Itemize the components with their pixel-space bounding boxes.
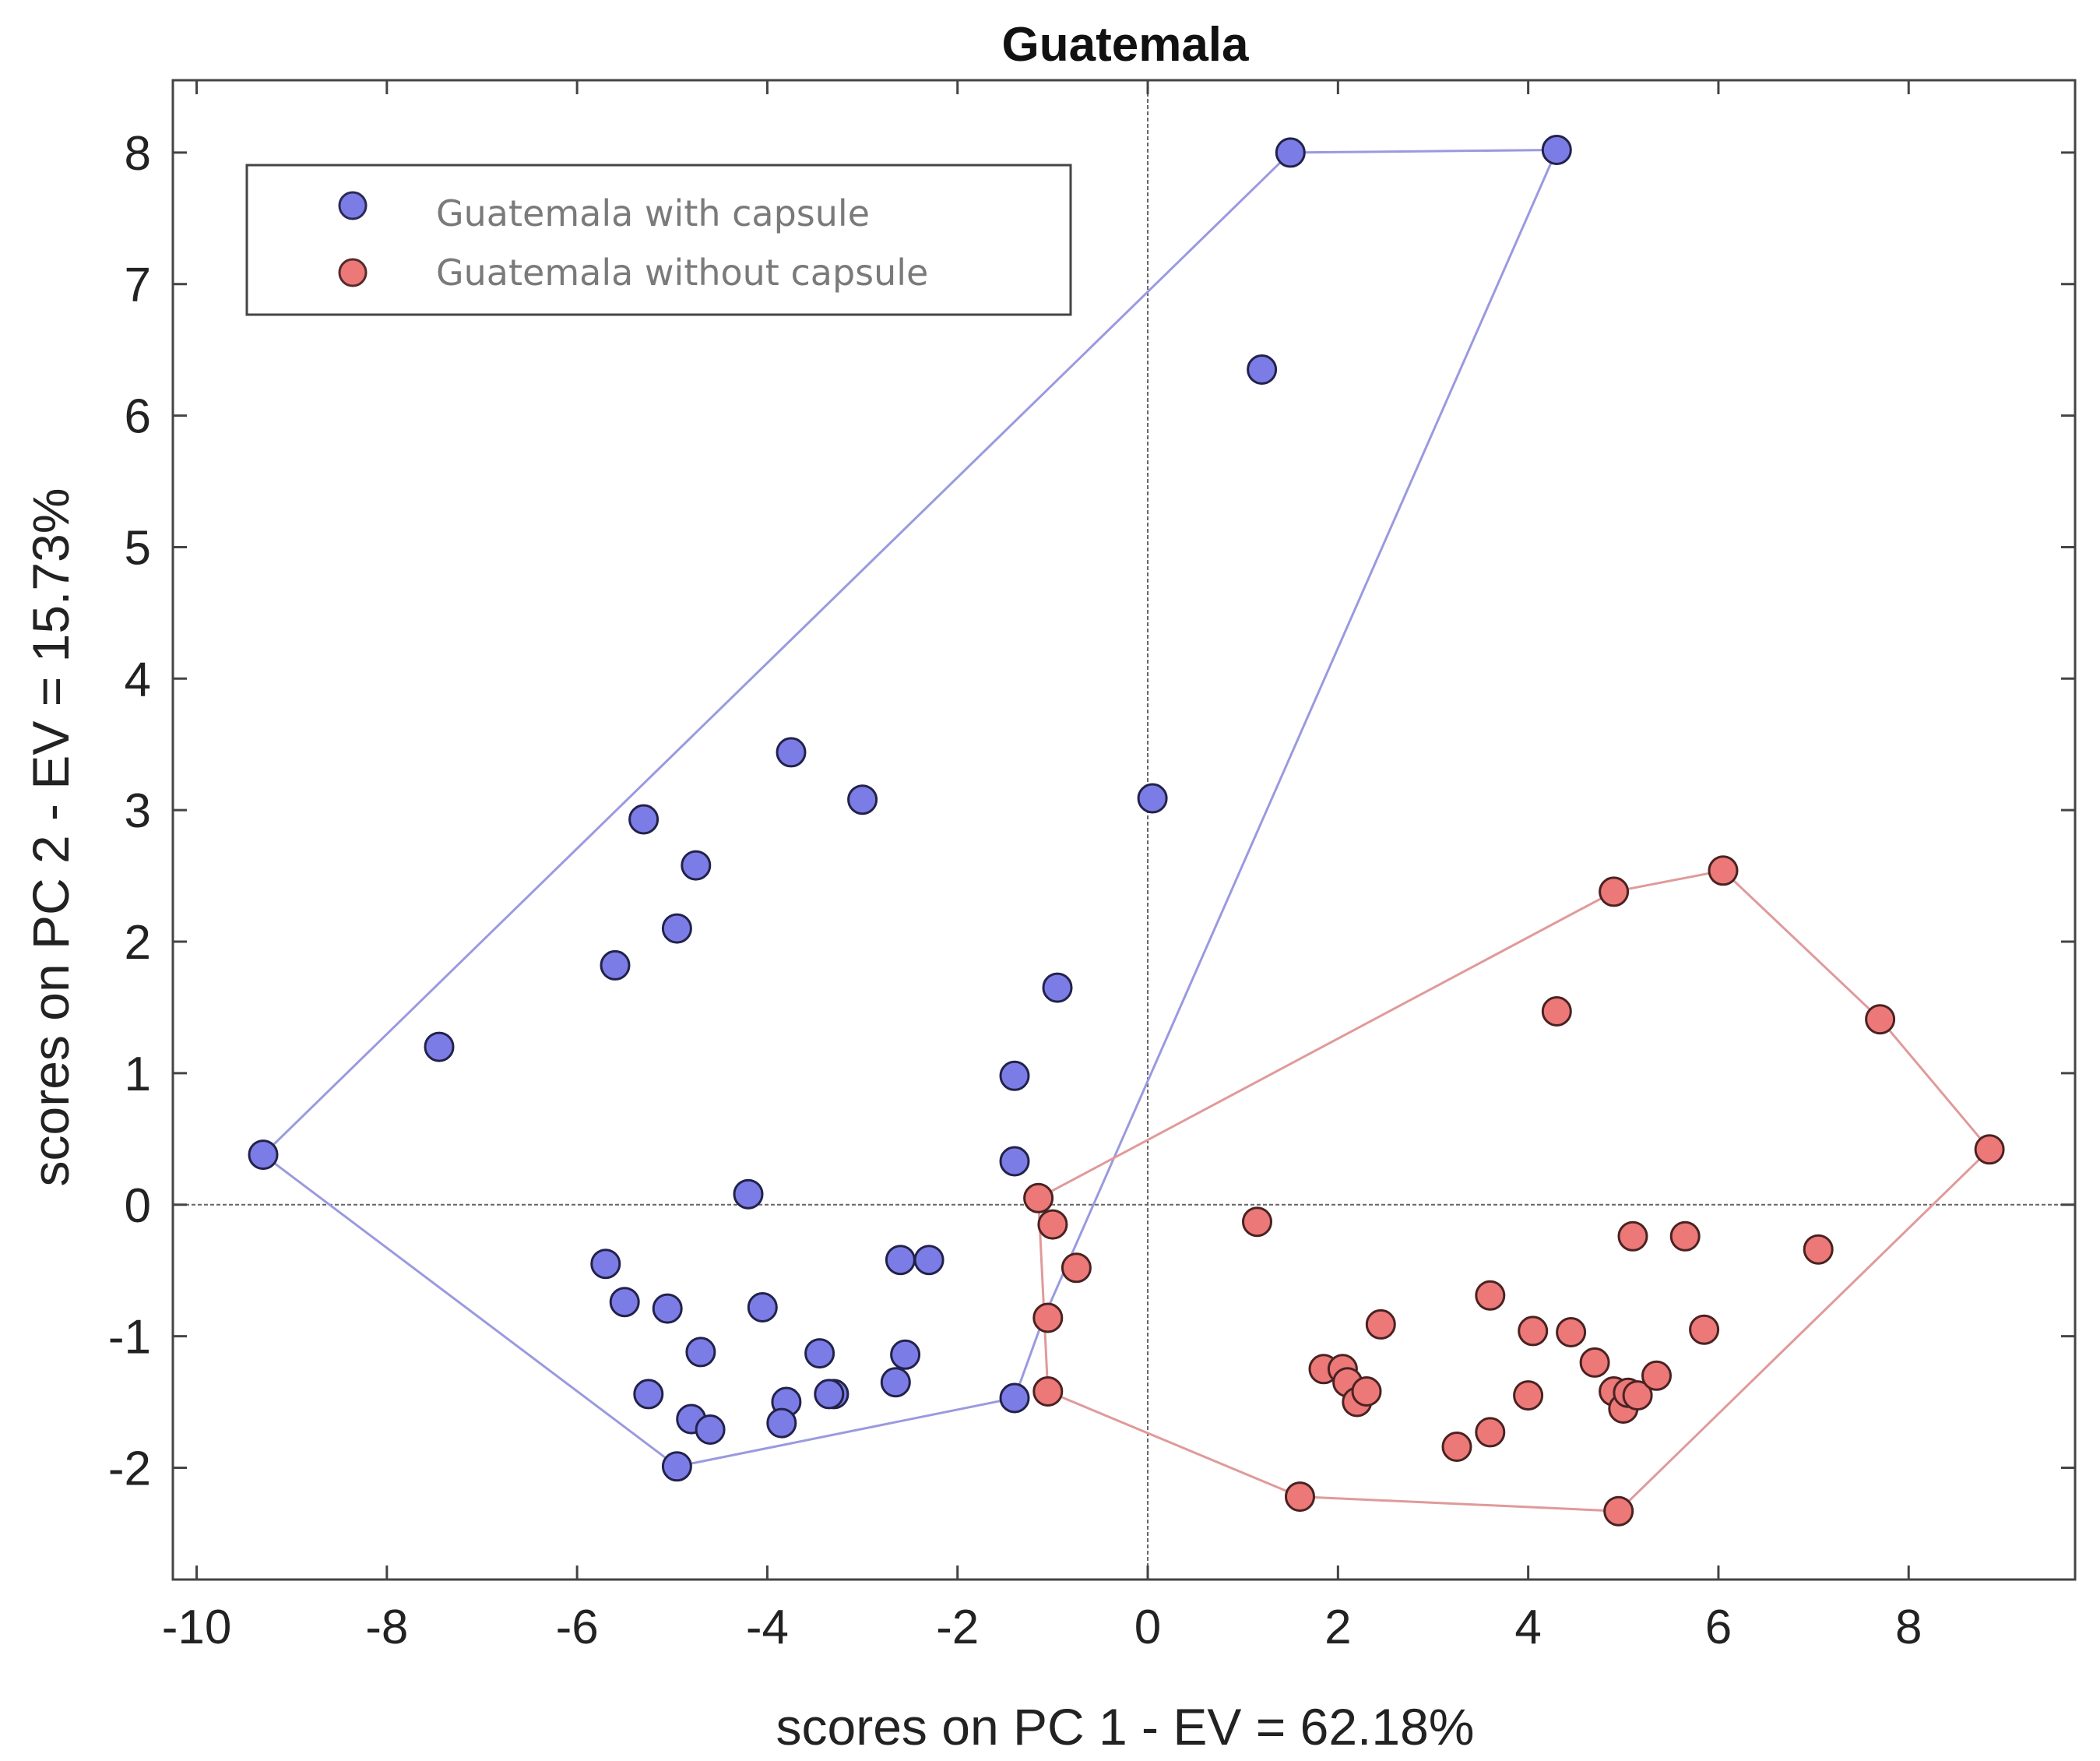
x-tick-label: -8 xyxy=(365,1601,408,1654)
point-with-capsule xyxy=(847,784,878,815)
point-with-capsule xyxy=(248,1139,279,1171)
point-with-capsule xyxy=(1042,972,1073,1003)
point-with-capsule xyxy=(1275,137,1306,168)
point-without-capsule xyxy=(1242,1206,1272,1238)
y-tick-label: 5 xyxy=(125,521,151,575)
plot-area-frame xyxy=(171,79,2077,1581)
y-tick-label: 7 xyxy=(125,259,151,312)
point-without-capsule xyxy=(1622,1380,1653,1411)
point-with-capsule xyxy=(681,850,712,881)
reference-lines xyxy=(173,80,2075,1580)
x-tick-label: 6 xyxy=(1705,1601,1732,1654)
point-without-capsule xyxy=(1513,1380,1544,1411)
point-with-capsule xyxy=(1137,783,1168,814)
point-without-capsule xyxy=(1641,1360,1672,1391)
point-without-capsule xyxy=(1475,1280,1506,1311)
data-points xyxy=(248,135,2005,1527)
point-without-capsule xyxy=(1803,1234,1834,1265)
point-without-capsule xyxy=(1579,1347,1610,1378)
point-with-capsule xyxy=(766,1407,797,1439)
point-with-capsule xyxy=(804,1338,835,1369)
point-without-capsule xyxy=(1023,1182,1054,1213)
legend-label-without-capsule: Guatemala without capsule xyxy=(436,252,928,294)
point-with-capsule xyxy=(590,1249,621,1280)
x-tick-label: 8 xyxy=(1895,1601,1922,1654)
point-without-capsule xyxy=(1441,1432,1472,1462)
x-tick-label: 0 xyxy=(1134,1601,1161,1654)
y-tick-label: -1 xyxy=(108,1311,151,1365)
point-without-capsule xyxy=(1475,1417,1506,1448)
y-tick-label: 8 xyxy=(125,127,151,181)
x-tick-label: -4 xyxy=(746,1601,789,1654)
point-without-capsule xyxy=(1556,1317,1587,1347)
point-without-capsule xyxy=(1518,1315,1549,1347)
point-without-capsule xyxy=(1365,1308,1396,1340)
point-with-capsule xyxy=(776,737,807,768)
point-without-capsule xyxy=(1599,876,1630,907)
chart-title: Guatemala xyxy=(1001,18,1249,72)
point-with-capsule xyxy=(999,1146,1030,1177)
x-tick-label: -10 xyxy=(162,1601,232,1654)
x-tick-label: -2 xyxy=(936,1601,979,1654)
point-with-capsule xyxy=(661,1451,692,1482)
y-tick-label: -2 xyxy=(108,1442,151,1495)
point-with-capsule xyxy=(814,1379,845,1410)
y-tick-label: 0 xyxy=(125,1179,151,1233)
legend-box xyxy=(245,164,1072,316)
point-with-capsule xyxy=(999,1060,1030,1091)
point-without-capsule xyxy=(1669,1220,1701,1252)
point-with-capsule xyxy=(685,1337,716,1368)
point-with-capsule xyxy=(633,1379,664,1410)
point-with-capsule xyxy=(609,1287,640,1318)
point-with-capsule xyxy=(600,949,631,981)
point-with-capsule xyxy=(661,913,692,944)
y-axis-title: scores on PC 2 - EV = 15.73% xyxy=(22,488,79,1187)
y-tick-label: 1 xyxy=(125,1048,151,1101)
x-axis-title: scores on PC 1 - EV = 62.18% xyxy=(776,1698,1475,1756)
point-with-capsule xyxy=(890,1339,921,1370)
legend-marker-without-capsule xyxy=(338,258,368,287)
point-without-capsule xyxy=(1974,1134,2005,1165)
point-without-capsule xyxy=(1285,1481,1315,1513)
point-with-capsule xyxy=(747,1292,778,1323)
point-without-capsule xyxy=(1061,1252,1092,1284)
point-without-capsule xyxy=(1708,855,1739,886)
point-without-capsule xyxy=(1032,1302,1064,1333)
y-tick-label: 3 xyxy=(125,784,151,838)
y-tick-label: 4 xyxy=(125,653,151,706)
point-without-capsule xyxy=(1865,1004,1896,1035)
point-without-capsule xyxy=(1689,1314,1720,1345)
point-without-capsule xyxy=(1603,1495,1634,1527)
point-with-capsule xyxy=(1247,354,1278,385)
point-with-capsule xyxy=(885,1245,916,1276)
point-without-capsule xyxy=(1541,996,1572,1027)
point-with-capsule xyxy=(652,1293,683,1324)
legend-marker-with-capsule xyxy=(338,191,368,220)
point-with-capsule xyxy=(999,1382,1030,1414)
x-tick-label: -6 xyxy=(556,1601,599,1654)
legend: Guatemala with capsule Guatemala without… xyxy=(245,164,1072,316)
point-with-capsule xyxy=(424,1031,455,1062)
y-tick-label: 2 xyxy=(125,916,151,970)
point-without-capsule xyxy=(1037,1209,1068,1240)
point-with-capsule xyxy=(880,1367,911,1398)
point-with-capsule xyxy=(913,1245,944,1276)
x-tick-label: 2 xyxy=(1324,1601,1351,1654)
point-without-capsule xyxy=(1032,1376,1064,1407)
point-with-capsule xyxy=(1541,135,1572,165)
legend-label-with-capsule: Guatemala with capsule xyxy=(436,192,870,234)
point-with-capsule xyxy=(628,804,660,835)
point-with-capsule xyxy=(695,1414,726,1445)
x-tick-label: 4 xyxy=(1514,1601,1541,1654)
point-without-capsule xyxy=(1351,1376,1382,1407)
y-tick-label: 6 xyxy=(125,390,151,444)
point-without-capsule xyxy=(1617,1220,1648,1252)
point-with-capsule xyxy=(733,1178,764,1210)
